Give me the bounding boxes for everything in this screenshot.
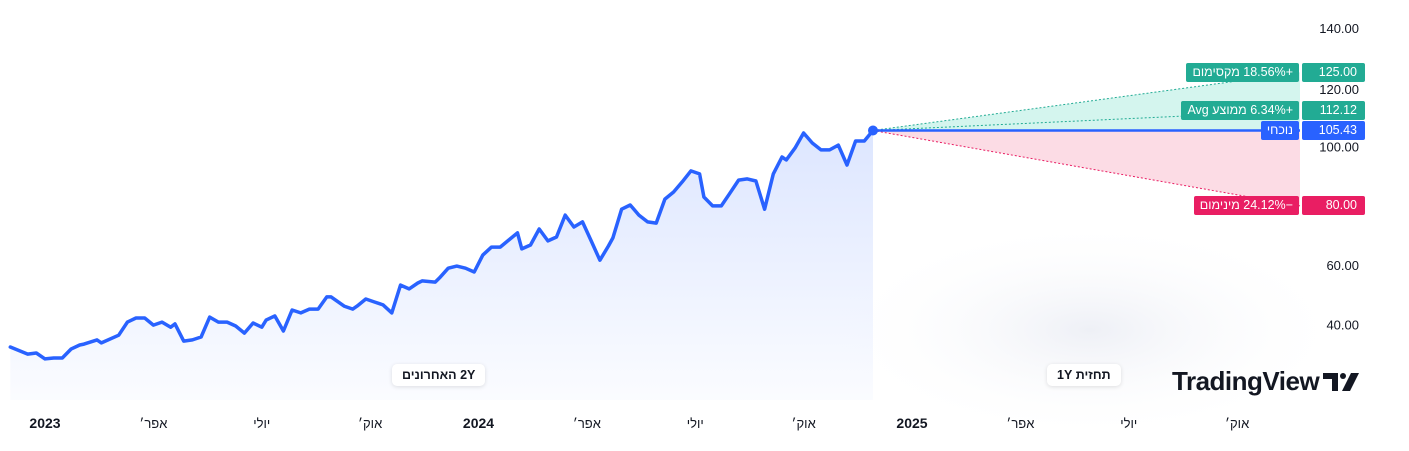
forecast-current-value: 105.43 bbox=[1302, 121, 1365, 140]
x-tick-label: 2024 bbox=[463, 415, 494, 431]
tradingview-logo-icon bbox=[1323, 372, 1360, 391]
x-tick-label: אפר׳ bbox=[573, 416, 601, 431]
y-tick-label: 40.00 bbox=[1326, 318, 1359, 333]
x-tick-label: יולי bbox=[253, 416, 270, 431]
forecast-avg-label: +6.34% ממוצע Avg bbox=[1181, 101, 1299, 121]
x-tick-label: 2025 bbox=[896, 415, 927, 431]
forecast-min-label: −24.12% מינימום bbox=[1193, 196, 1299, 216]
forecast-min-line bbox=[872, 130, 1301, 207]
forecast-background bbox=[830, 220, 1350, 440]
forecast-period-label: תחזית 1Y bbox=[1047, 364, 1121, 386]
forecast-max-label: +18.56% מקסימום bbox=[1186, 62, 1299, 82]
x-tick-label: 2023 bbox=[29, 415, 60, 431]
x-tick-label: יולי bbox=[687, 416, 704, 431]
x-tick-label: יולי bbox=[1120, 416, 1137, 431]
y-tick-label: 60.00 bbox=[1326, 258, 1359, 273]
forecast-avg-value: 112.12 bbox=[1302, 101, 1365, 121]
x-tick-label: אוק׳ bbox=[792, 416, 816, 431]
history-area bbox=[10, 130, 874, 400]
forecast-min-value: 80.00 bbox=[1302, 196, 1365, 216]
x-tick-label: אפר׳ bbox=[139, 416, 167, 431]
current-price-point bbox=[867, 125, 878, 136]
x-tick-label: אפר׳ bbox=[1006, 416, 1034, 431]
forecast-current-label: נוכחי bbox=[1260, 121, 1299, 140]
history-period-label: 2Y האחרונים bbox=[392, 364, 486, 386]
price-line bbox=[8, 128, 875, 361]
y-tick-label: 120.00 bbox=[1319, 82, 1359, 97]
y-tick-label: 140.00 bbox=[1319, 21, 1359, 36]
logo-text: TradingView bbox=[1172, 366, 1320, 396]
x-tick-label: אוק׳ bbox=[358, 416, 382, 431]
tradingview-logo[interactable]: TradingView bbox=[1172, 366, 1361, 397]
forecast-max-value: 125.00 bbox=[1302, 62, 1365, 82]
x-tick-label: אוק׳ bbox=[1225, 416, 1249, 431]
y-tick-label: 100.00 bbox=[1319, 140, 1359, 155]
